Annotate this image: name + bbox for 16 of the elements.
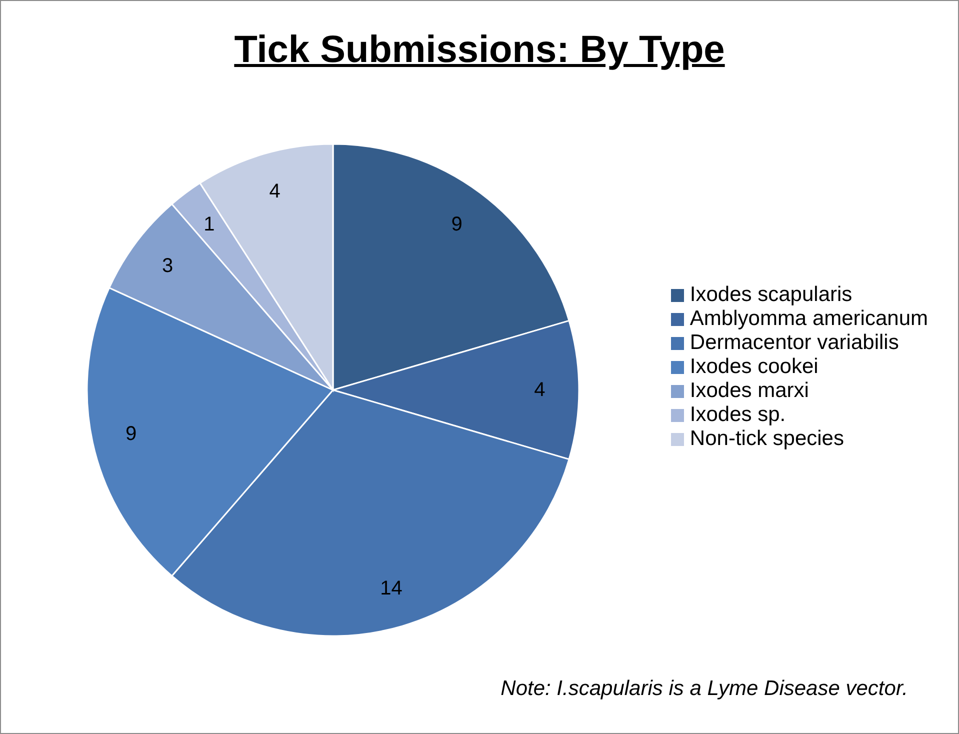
data-label: 1 [204,214,215,236]
legend-label: Ixodes sp. [690,403,786,426]
text: Note: I.scapularis is a Lyme Disease vector. [500,677,908,701]
data-label: 14 [380,577,402,600]
legend-label: Ixodes scapularis [690,283,852,306]
data-label: 4 [534,379,546,401]
legend-label: Dermacentor variabilis [690,331,899,354]
legend-label: Amblyomma americanum [690,307,928,330]
legend-label: Ixodes cookei [690,355,818,378]
data-label: 4 [269,180,280,203]
legend-label: Ixodes marxi [690,379,809,402]
data-label: 9 [126,422,137,445]
data-label: 3 [162,255,174,278]
legend-label: Non-tick species [690,427,844,450]
data-label: 9 [451,214,462,236]
chart-title: Tick Submissions: By Type [233,29,726,72]
